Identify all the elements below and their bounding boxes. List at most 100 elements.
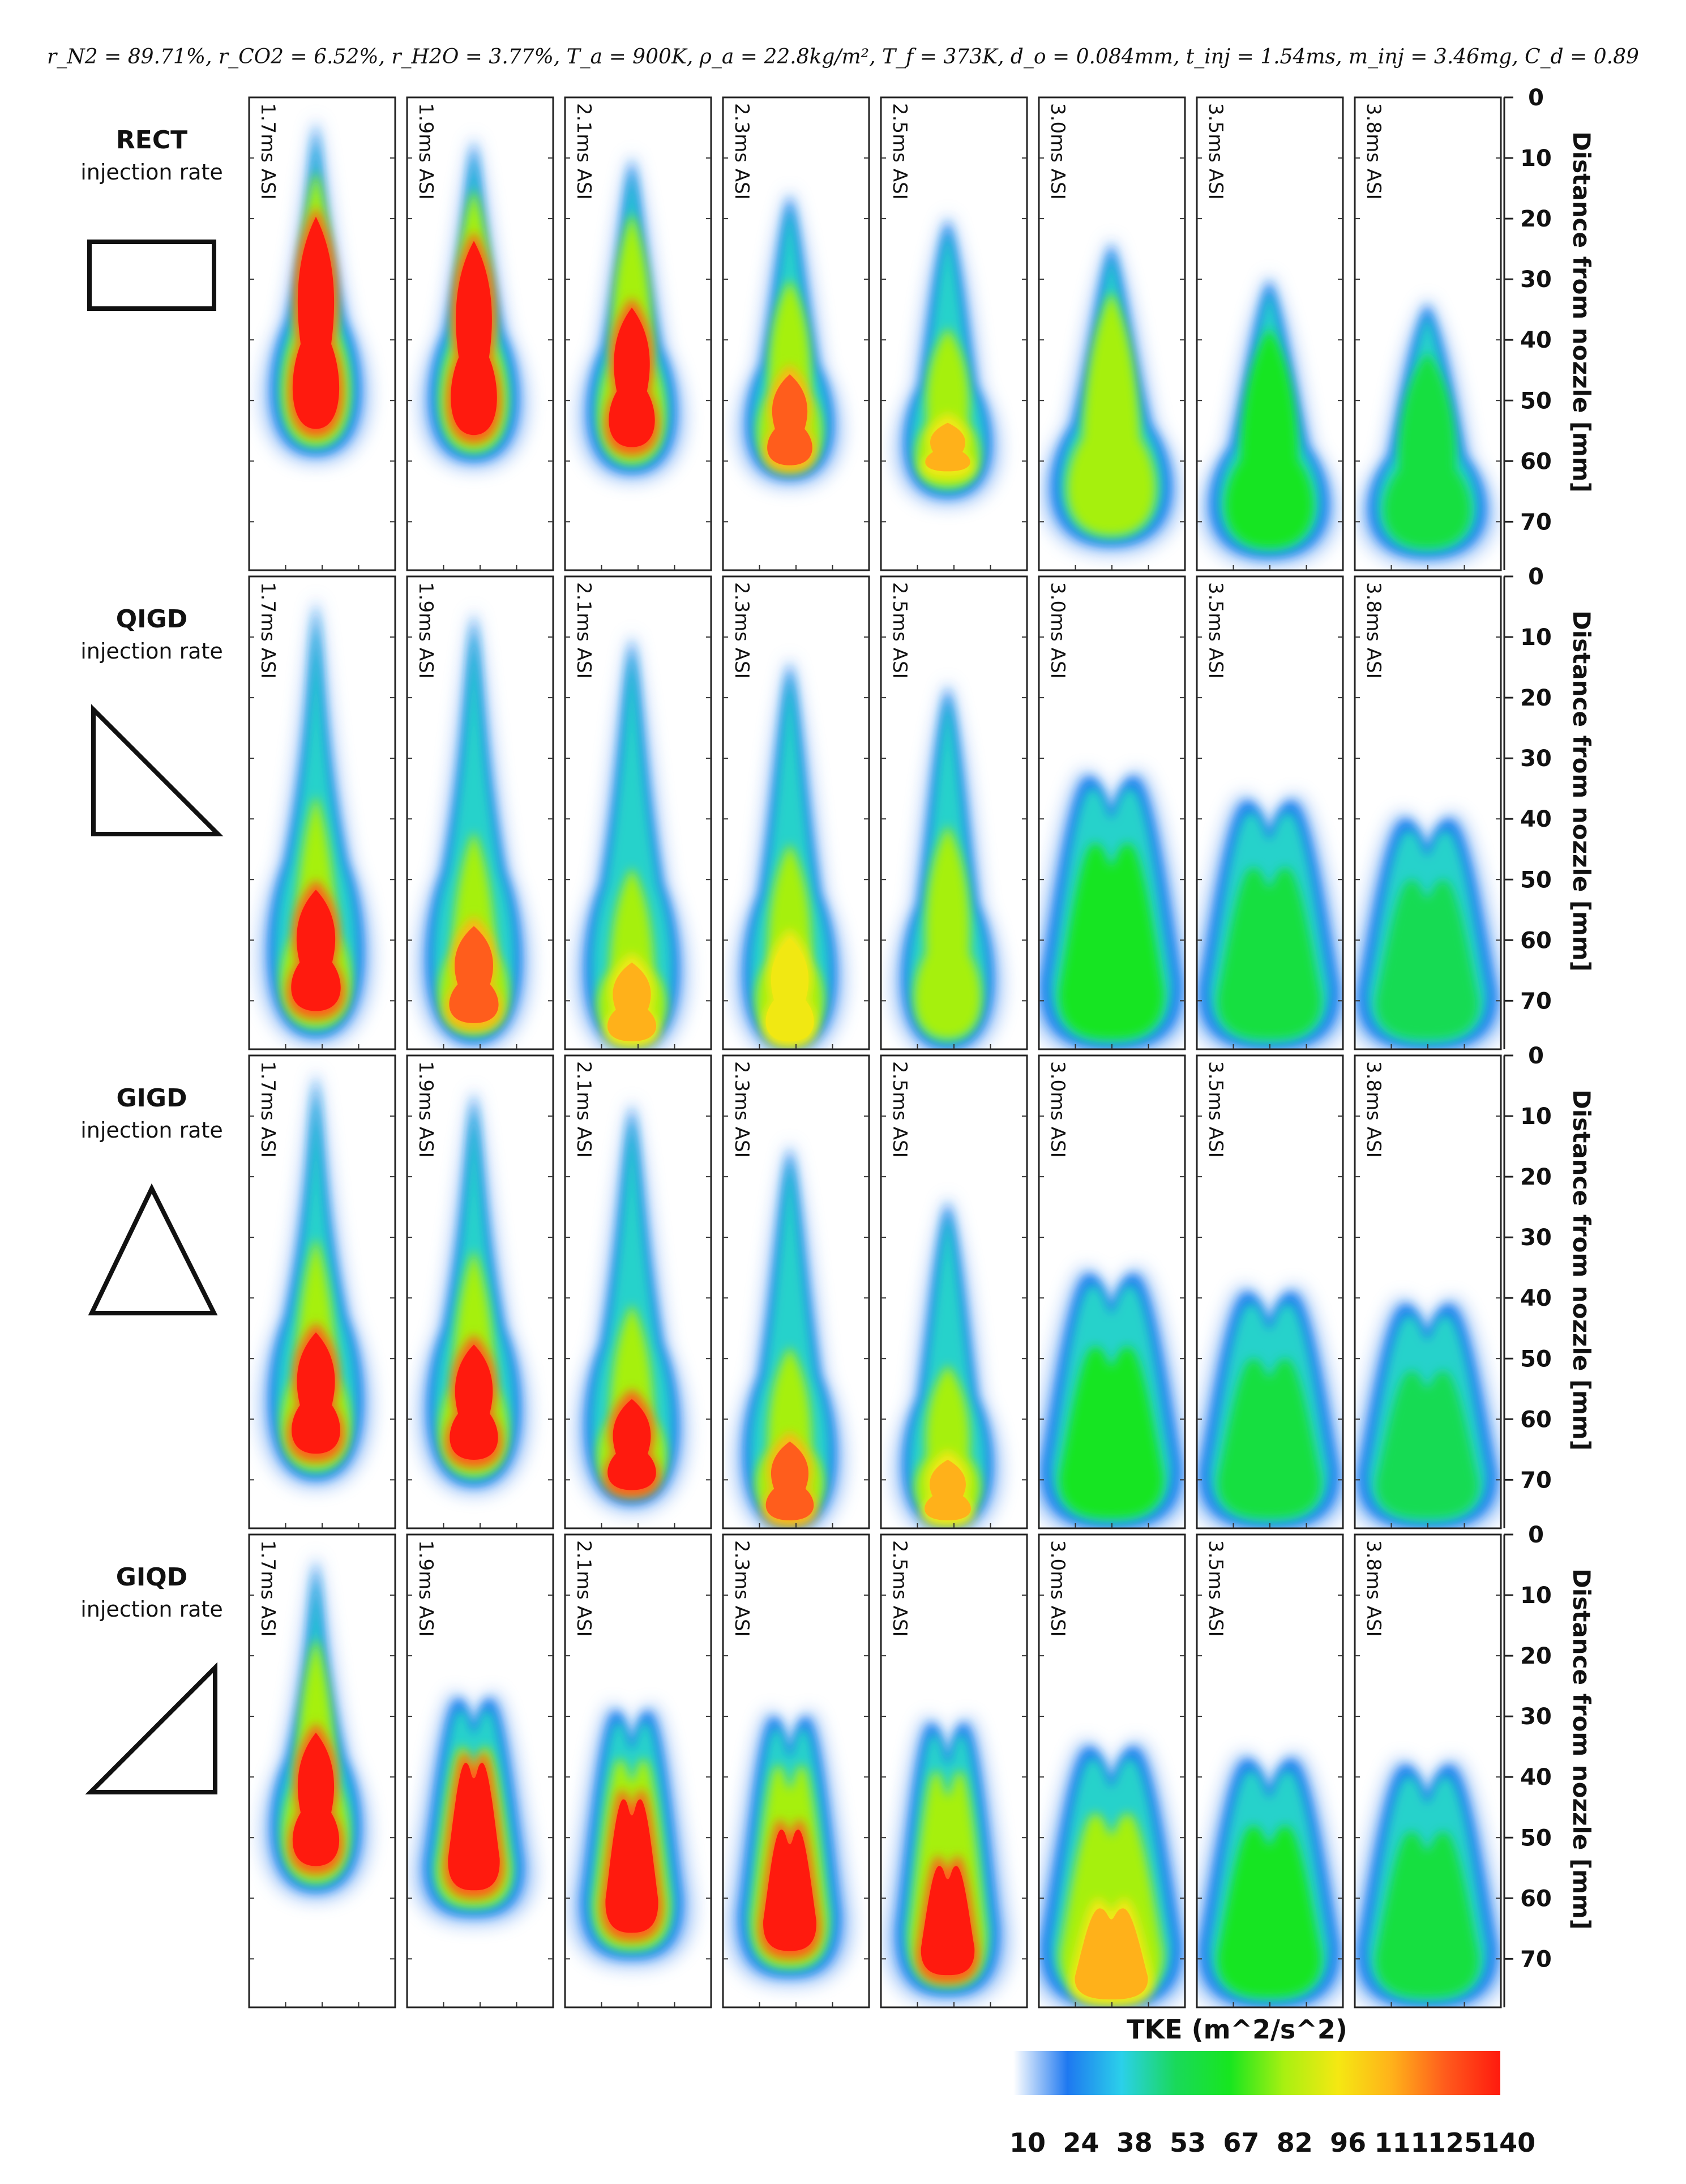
y-tick-label: 40	[1520, 1764, 1552, 1790]
y-tick-label: 10	[1520, 625, 1552, 651]
time-label: 3.5ms ASI	[1204, 1061, 1227, 1158]
heatmap-panel: 1.9ms ASI	[406, 96, 554, 571]
heatmap-panel: 1.7ms ASI	[248, 575, 396, 1050]
heatmap-panel: 1.7ms ASI	[248, 1054, 396, 1529]
plume-core	[292, 1332, 340, 1454]
y-axis: 0 10 20 30 40 50 60 70 Distance from nozzle [mm]	[1503, 1522, 1595, 2007]
y-tick-label: 30	[1520, 746, 1552, 772]
y-tick-label: 20	[1520, 206, 1552, 232]
time-label: 1.7ms ASI	[256, 582, 279, 679]
row-label: QIGD	[116, 605, 187, 634]
time-label: 2.3ms ASI	[730, 1540, 753, 1637]
time-label: 2.3ms ASI	[730, 582, 753, 679]
y-tick-label: 30	[1520, 1225, 1552, 1251]
plume-layer-mid	[1218, 1358, 1321, 1518]
plume-core	[449, 926, 499, 1023]
heatmap-panel: 2.1ms ASI	[564, 96, 712, 571]
increasing-triangle-rate-icon	[85, 1662, 217, 1794]
plume-layer-mid	[1217, 867, 1321, 1039]
y-tick-label: 40	[1520, 806, 1552, 832]
time-label: 3.8ms ASI	[1362, 1061, 1385, 1158]
y-tick-label: 0	[1528, 85, 1544, 111]
heatmap-panel: 3.8ms ASI	[1354, 1054, 1502, 1529]
y-tick-label: 10	[1520, 146, 1552, 172]
y-tick-label: 0	[1528, 564, 1544, 590]
decreasing-triangle-rate-icon	[91, 704, 224, 836]
plume-core	[450, 1344, 498, 1460]
colorbar-tick-label: 67	[1223, 2127, 1259, 2158]
y-tick-label: 70	[1520, 988, 1552, 1014]
time-label: 2.3ms ASI	[730, 1061, 753, 1158]
row-subtitle: injection rate	[80, 639, 223, 664]
plume-layer-mid	[1059, 1346, 1163, 1518]
colorbar-tick-label: 125	[1428, 2127, 1482, 2158]
heatmap-panel: 2.1ms ASI	[564, 575, 712, 1050]
heatmap-panel: 2.5ms ASI	[880, 96, 1028, 571]
time-label: 3.0ms ASI	[1046, 582, 1069, 679]
plume-layer-mid	[1375, 1831, 1479, 1997]
y-axis: 0 10 20 30 40 50 60 70 Distance from nozzle [mm]	[1503, 85, 1595, 570]
time-label: 3.5ms ASI	[1204, 103, 1227, 200]
heatmap-panel: 1.9ms ASI	[406, 1533, 554, 2008]
plume-layer-mid	[1384, 352, 1471, 548]
y-tick-label: 60	[1520, 1407, 1552, 1433]
time-label: 3.5ms ASI	[1204, 1540, 1227, 1637]
colorbar-tick-label: 82	[1277, 2127, 1313, 2158]
y-axis-label: Distance from nozzle [mm]	[1568, 610, 1595, 972]
plume-core	[609, 307, 655, 447]
plume-core	[607, 962, 657, 1041]
row-label: RECT	[116, 126, 187, 155]
row-rect: RECT injection rate 1.7ms ASI 1.9ms ASI 2.1m…	[80, 85, 1595, 571]
plume-core	[925, 1459, 971, 1520]
colorbar-tick-label: 140	[1481, 2127, 1535, 2158]
time-label: 3.8ms ASI	[1362, 103, 1385, 200]
y-tick-label: 0	[1528, 1043, 1544, 1069]
heatmap-panel: 3.0ms ASI	[1038, 575, 1186, 1050]
heatmap-panel: 3.0ms ASI	[1038, 1054, 1186, 1529]
plume-core	[765, 938, 814, 1041]
time-label: 1.7ms ASI	[256, 103, 279, 200]
plume-layer-mid	[914, 824, 982, 1039]
colorbar-tick-label: 111	[1374, 2127, 1428, 2158]
plume-core	[451, 241, 497, 435]
plume-core	[292, 1732, 340, 1866]
y-tick-label: 20	[1520, 685, 1552, 711]
row-qigd: QIGD injection rate 1.7ms ASI 1.9ms ASI 2.1m…	[80, 564, 1595, 1050]
plume-layer-mid	[1217, 1825, 1321, 1997]
y-axis-label: Distance from nozzle [mm]	[1568, 1568, 1595, 1930]
y-tick-label: 10	[1520, 1104, 1552, 1130]
heatmap-panel: 2.1ms ASI	[564, 1533, 712, 2008]
row-label: GIGD	[116, 1084, 187, 1113]
row-subtitle: injection rate	[80, 1597, 223, 1622]
heatmap-panel: 3.5ms ASI	[1196, 1533, 1344, 2008]
plume-layer-mid	[1225, 327, 1313, 548]
time-label: 2.1ms ASI	[572, 582, 595, 679]
y-tick-label: 70	[1520, 1946, 1552, 1972]
time-label: 2.1ms ASI	[572, 1061, 595, 1158]
plume-core	[607, 1399, 656, 1490]
y-tick-label: 60	[1520, 448, 1552, 475]
heatmap-panel: 3.8ms ASI	[1354, 575, 1502, 1050]
heatmap-panel: 3.5ms ASI	[1196, 96, 1344, 571]
y-axis-label: Distance from nozzle [mm]	[1568, 1089, 1595, 1451]
y-tick-label: 30	[1520, 1704, 1552, 1730]
plume-layer-mid	[1059, 843, 1164, 1039]
time-label: 3.8ms ASI	[1362, 1540, 1385, 1637]
heatmap-panel: 2.3ms ASI	[722, 575, 870, 1050]
heatmap-panel: 3.8ms ASI	[1354, 1533, 1502, 2008]
time-label: 2.1ms ASI	[572, 103, 595, 200]
time-label: 1.7ms ASI	[256, 1061, 279, 1158]
y-tick-label: 60	[1520, 928, 1552, 954]
row-gigd: GIGD injection rate 1.7ms ASI 1.9ms ASI 2.1m…	[80, 1043, 1595, 1529]
colorbar-tick-label: 38	[1116, 2127, 1153, 2158]
rectangle-rate-icon	[87, 240, 216, 311]
plume-core	[767, 374, 812, 465]
y-tick-label: 50	[1520, 1346, 1552, 1372]
time-label: 3.5ms ASI	[1204, 582, 1227, 679]
time-label: 2.5ms ASI	[888, 103, 911, 200]
heatmap-panel: 2.1ms ASI	[564, 1054, 712, 1529]
row-label: GIQD	[116, 1563, 187, 1592]
heatmap-panel: 1.7ms ASI	[248, 96, 396, 571]
colorbar-tick-label: 10	[1009, 2127, 1046, 2158]
